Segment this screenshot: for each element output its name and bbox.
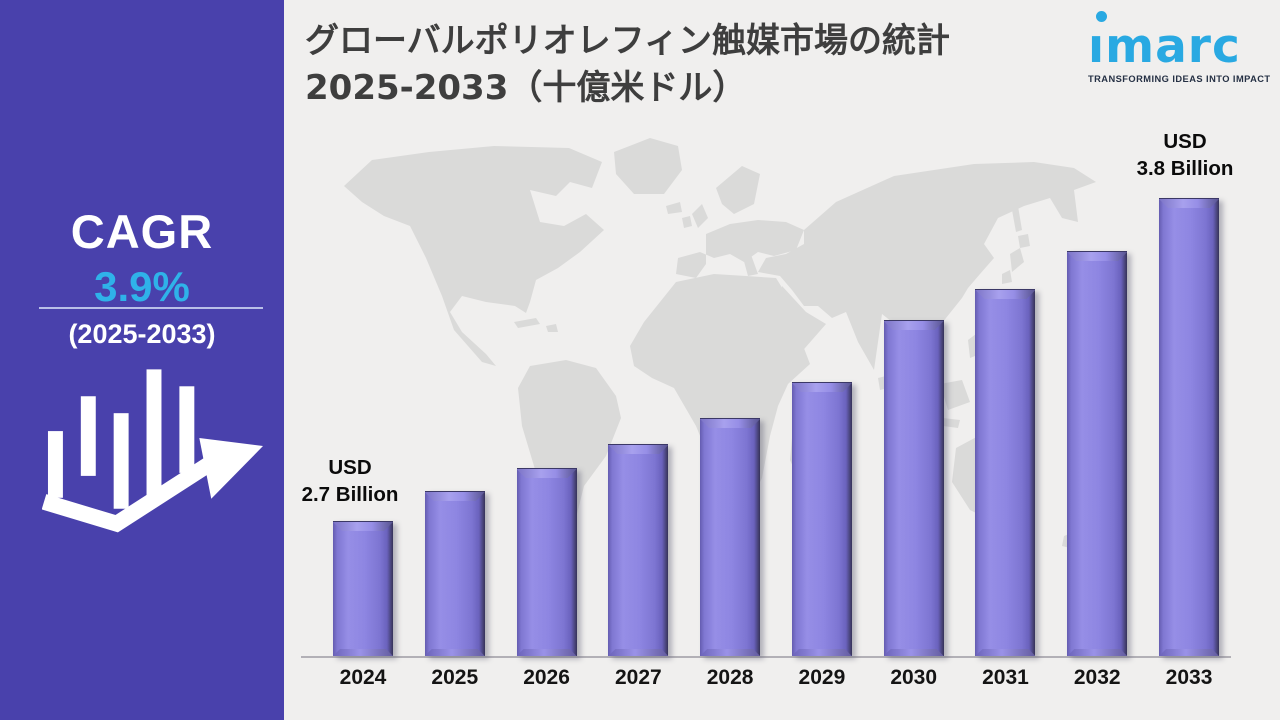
imarc-logo: ımarc TRANSFORMING IDEAS INTO IMPACT (1088, 6, 1271, 84)
x-axis-label-2028: 2028 (706, 666, 754, 689)
logo-dot-icon (1096, 11, 1107, 22)
x-axis-label-2024: 2024 (339, 666, 387, 689)
x-axis-label-2033: 2033 (1165, 666, 1213, 689)
bar-2026 (516, 468, 577, 656)
x-axis-line (301, 656, 1231, 658)
x-axis-label-2026: 2026 (523, 666, 570, 689)
bar-2032 (1067, 251, 1128, 656)
main-panel: グローバルポリオレフィン触媒市場の統計 2025-2033（十億米ドル） ıma… (284, 0, 1280, 720)
x-axis-label-2032: 2032 (1073, 666, 1121, 689)
title-line-2: 2025-2033（十億米ドル） (305, 68, 747, 108)
first-bar-value-label: USD 2.7 Billion (300, 454, 400, 508)
x-axis-label-2030: 2030 (890, 666, 938, 689)
bar-chart: 2024 2025 2026 2027 2028 2029 2030 2031 2032 2033 (301, 156, 1251, 716)
bar-chart-growth-arrow-icon (42, 369, 264, 533)
cagr-label: CAGR (70, 205, 214, 258)
cagr-period: (2025-2033) (68, 319, 216, 349)
last-bar-value-label: USD 3.8 Billion (1120, 128, 1250, 182)
cagr-value: 3.9% (94, 263, 190, 310)
x-axis-label-2029: 2029 (798, 666, 846, 689)
page-title: グローバルポリオレフィン触媒市場の統計 2025-2033（十億米ドル） (305, 18, 1065, 112)
bar-2028 (700, 418, 761, 656)
x-axis-label-2027: 2027 (614, 666, 662, 689)
bar-2024 (333, 521, 393, 656)
x-axis-label-2031: 2031 (982, 666, 1029, 689)
last-bar-value-line2: 3.8 Billion (1136, 157, 1234, 180)
bar-2029 (791, 382, 852, 656)
last-bar-value-line1: USD (1163, 130, 1207, 153)
first-bar-value-line1: USD (328, 456, 372, 479)
bar-2031 (975, 289, 1036, 656)
bar-2027 (608, 444, 669, 656)
bar-2030 (883, 320, 944, 656)
first-bar-value-line2: 2.7 Billion (301, 483, 399, 506)
imarc-logo-text: ımarc (1088, 19, 1241, 74)
cagr-divider (39, 307, 263, 309)
logo-tagline: TRANSFORMING IDEAS INTO IMPACT (1088, 74, 1271, 84)
bar-2025 (424, 491, 485, 656)
bar-2033 (1159, 198, 1220, 656)
sidebar: CAGR 3.9% (2025-2033) (0, 0, 284, 720)
x-axis-label-2025: 2025 (431, 666, 479, 689)
title-line-1: グローバルポリオレフィン触媒市場の統計 (305, 21, 950, 61)
world-map (344, 138, 1096, 570)
